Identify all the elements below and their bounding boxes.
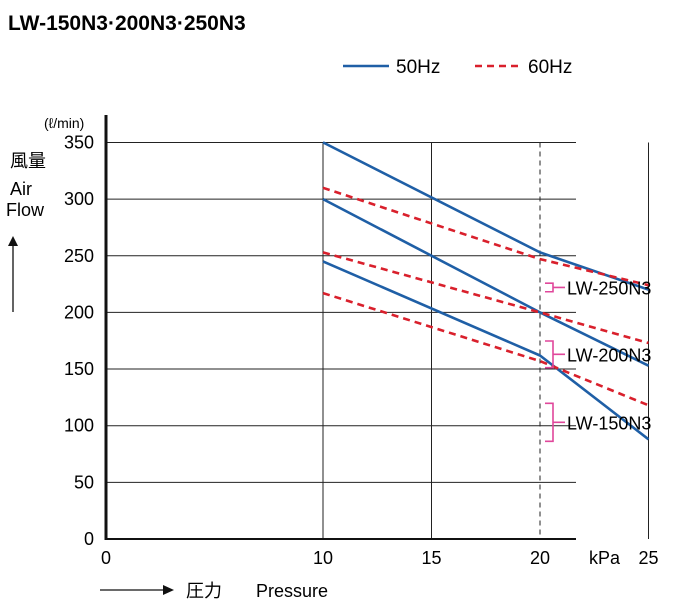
x-axis-label: Pressure bbox=[256, 581, 328, 601]
y-tick-label: 50 bbox=[74, 472, 94, 492]
x-tick-label: 20 bbox=[530, 548, 550, 568]
model-bracket bbox=[545, 340, 565, 369]
x-tick-label: 15 bbox=[421, 548, 441, 568]
series-line-lw-250n3-50hz bbox=[322, 141, 649, 291]
series-line-lw-150n3-50hz bbox=[322, 260, 650, 441]
model-bracket bbox=[545, 402, 565, 443]
model-label: LW-150N3 bbox=[567, 413, 651, 433]
x-tick-label: 10 bbox=[313, 548, 333, 568]
y-arrow-head bbox=[8, 236, 18, 246]
y-tick-label: 350 bbox=[64, 132, 94, 152]
series-line-lw-150n3-60hz bbox=[322, 291, 649, 407]
legend: 50Hz 60Hz bbox=[343, 57, 572, 78]
model-label: LW-200N3 bbox=[567, 345, 651, 365]
y-tick-label: 100 bbox=[64, 416, 94, 436]
tick-labels: 0 50 100 150 200 250 300 350 0 10 15 20 25 bbox=[64, 132, 659, 568]
x-tick-label: 0 bbox=[101, 548, 111, 568]
model-brackets: LW-250N3 LW-200N3 LW-150N3 bbox=[545, 278, 651, 443]
series-lines bbox=[322, 141, 650, 441]
x-axis-label-jp: 圧力 bbox=[186, 581, 222, 601]
y-tick-label: 0 bbox=[84, 529, 94, 549]
x-tick-label: 25 bbox=[638, 548, 658, 568]
model-bracket bbox=[545, 282, 565, 293]
chart-title: LW-150N3·200N3·250N3 bbox=[8, 12, 246, 35]
y-axis-label-line2: Flow bbox=[6, 200, 45, 220]
legend-label-60hz: 60Hz bbox=[528, 57, 572, 78]
x-unit-label: kPa bbox=[589, 548, 621, 568]
series-line-lw-200n3-60hz bbox=[322, 251, 649, 345]
axes bbox=[104, 115, 576, 540]
model-label: LW-250N3 bbox=[567, 278, 651, 298]
y-tick-label: 200 bbox=[64, 302, 94, 322]
legend-label-50hz: 50Hz bbox=[396, 57, 440, 78]
y-tick-label: 250 bbox=[64, 246, 94, 266]
series-line-lw-250n3-60hz bbox=[322, 186, 649, 287]
y-tick-label: 150 bbox=[64, 359, 94, 379]
y-axis-label-jp: 風量 bbox=[10, 151, 46, 171]
series-line-lw-200n3-50hz bbox=[322, 197, 650, 367]
grid-lines bbox=[106, 141, 649, 539]
y-tick-label: 300 bbox=[64, 189, 94, 209]
y-unit-label: (ℓ/min) bbox=[44, 115, 84, 131]
x-arrow-head bbox=[163, 585, 174, 595]
y-axis-label-line1: Air bbox=[10, 179, 32, 199]
